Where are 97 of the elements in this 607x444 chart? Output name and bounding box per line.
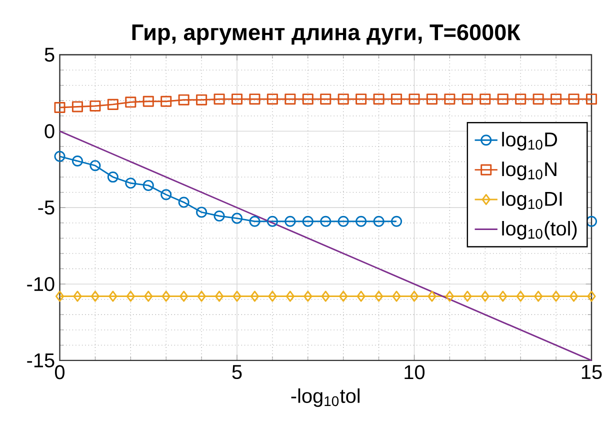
point (178, 94, 190, 106)
point (231, 212, 243, 224)
point (392, 290, 401, 302)
point (214, 94, 225, 105)
point (55, 290, 64, 302)
point (374, 290, 384, 302)
point (266, 94, 278, 105)
legend-label: log$_{10}$DI (502, 191, 562, 210)
point (586, 94, 598, 105)
point (552, 290, 560, 302)
point (338, 216, 349, 227)
point (142, 180, 154, 191)
y-tick-label: -5 (38, 200, 54, 215)
point (54, 102, 66, 113)
point (214, 290, 224, 302)
point (497, 94, 508, 105)
legend-label: log$_{10}$N (502, 162, 556, 180)
point (108, 290, 118, 302)
point (196, 94, 208, 106)
y-tick-label: 0 (44, 124, 54, 138)
point (320, 94, 332, 105)
x-axis-title: -log$_{10}$tol (291, 388, 360, 407)
y-tick-label: 5 (44, 48, 54, 62)
point (302, 216, 314, 227)
point (231, 94, 243, 105)
point (125, 96, 136, 108)
point (72, 101, 83, 112)
point (445, 290, 454, 302)
point (90, 160, 101, 172)
point (480, 290, 490, 302)
y-tick-label: -10 (27, 276, 54, 292)
point (142, 96, 154, 107)
point (568, 94, 580, 105)
point (302, 94, 314, 105)
point (587, 290, 596, 302)
point (391, 216, 402, 227)
point (125, 178, 136, 189)
point (160, 189, 172, 200)
point (160, 96, 172, 107)
point (107, 171, 118, 183)
point (498, 290, 508, 302)
point (249, 94, 260, 105)
point (196, 206, 208, 218)
point (54, 150, 66, 162)
point (534, 290, 543, 302)
point (90, 290, 100, 302)
point (550, 94, 562, 105)
point (356, 290, 366, 302)
point (107, 98, 118, 110)
point (180, 290, 188, 302)
point (428, 290, 436, 302)
point (515, 94, 526, 105)
point (304, 290, 312, 302)
point (232, 290, 242, 302)
legend-label: log$_{10}$D (502, 132, 558, 150)
point (250, 290, 260, 302)
legend-label: log$_{10}$(tol) (502, 220, 577, 240)
point (321, 290, 330, 302)
point (162, 290, 170, 302)
point (339, 290, 348, 302)
point (408, 94, 420, 105)
point (178, 196, 190, 208)
point (356, 216, 367, 227)
point (532, 94, 544, 105)
point (266, 216, 278, 227)
chart-title: Гир, аргумент длина дуги, T=6000К (132, 24, 520, 45)
point (462, 94, 473, 105)
point (338, 94, 349, 105)
point (144, 290, 153, 302)
point (480, 94, 491, 105)
point (463, 290, 472, 302)
x-tick-label: 0 (54, 365, 64, 380)
point (516, 290, 525, 302)
point (249, 216, 260, 227)
point (268, 290, 277, 302)
point (90, 100, 101, 112)
point (284, 94, 296, 105)
point (426, 94, 438, 105)
point (569, 290, 578, 302)
point (373, 94, 384, 105)
point (320, 216, 332, 227)
point (391, 94, 402, 105)
point (286, 290, 294, 302)
point (410, 290, 419, 302)
point (73, 290, 82, 302)
point (373, 216, 384, 227)
x-tick-label: 15 (582, 365, 602, 379)
x-tick-label: 10 (404, 365, 425, 380)
y-tick-label: -15 (27, 353, 54, 368)
point (214, 210, 225, 222)
point (197, 290, 206, 302)
x-tick-label: 5 (232, 365, 242, 379)
point (356, 94, 367, 105)
point (444, 94, 456, 105)
point (72, 155, 83, 166)
point (284, 216, 296, 227)
point (126, 290, 135, 302)
